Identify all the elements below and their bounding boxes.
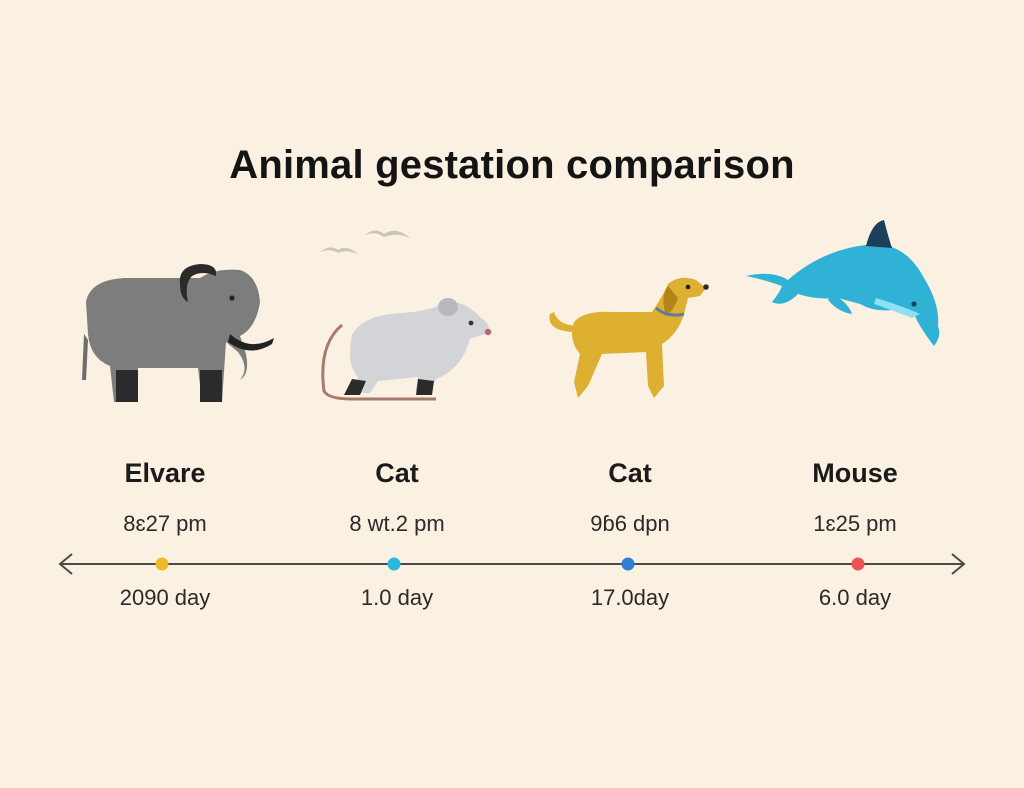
- birds-icon: [320, 230, 410, 254]
- entry-name: Mouse: [812, 458, 898, 488]
- entry-name: Elvare: [124, 458, 206, 488]
- entry-days: 2090 day: [119, 585, 211, 610]
- timeline-dot-4: [851, 557, 865, 571]
- entry-days: 17.0day: [590, 585, 670, 610]
- entry-time: 1ɛ25 pm: [813, 511, 897, 536]
- entry-days: 6.0 day: [818, 585, 892, 610]
- arrow-left-icon: [58, 553, 73, 575]
- timeline-dot-3: [621, 557, 635, 571]
- timeline-axis: [58, 553, 966, 575]
- elephant-icon: [82, 264, 274, 402]
- arrow-right-icon: [951, 553, 966, 575]
- entry-time: 8 wt.2 pm: [349, 511, 445, 536]
- entry-time: 9ɓ6 dpn: [590, 511, 670, 536]
- timeline-dot-2: [387, 557, 401, 571]
- diagram-title: Animal gestation comparison: [229, 143, 795, 187]
- dolphin-icon: [746, 220, 940, 346]
- entry-name: Cat: [375, 458, 419, 488]
- entry-days: 1.0 day: [360, 585, 434, 610]
- timeline-dot-1: [155, 557, 169, 571]
- mouse-icon: [321, 298, 492, 401]
- dog-icon: [549, 277, 709, 398]
- entry-time: 8ɛ27 pm: [123, 511, 207, 536]
- entry-name: Cat: [608, 458, 652, 488]
